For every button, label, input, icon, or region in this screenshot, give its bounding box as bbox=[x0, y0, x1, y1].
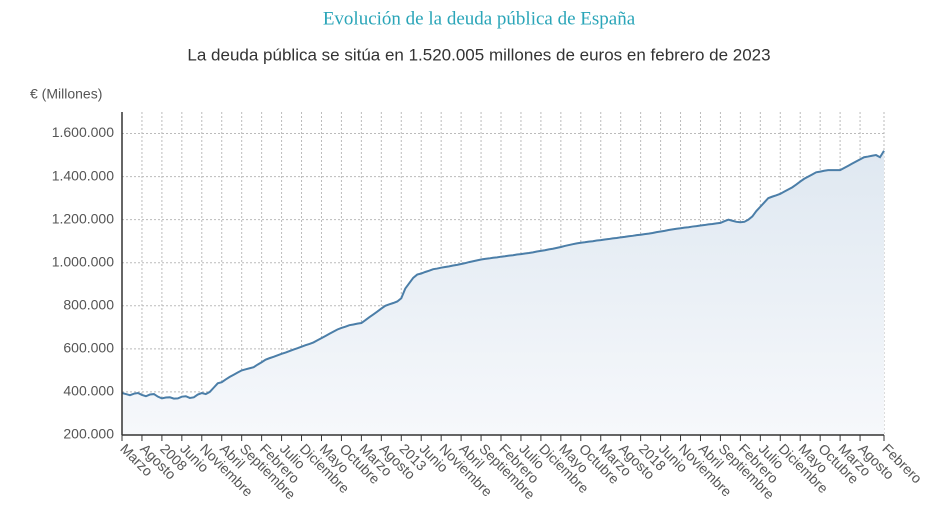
y-axis-label: € (Millones) bbox=[30, 86, 102, 102]
y-tick-label: 1.400.000 bbox=[52, 167, 114, 183]
y-tick-label: 1.000.000 bbox=[52, 253, 114, 269]
line bbox=[121, 150, 885, 400]
chart-title: Evolución de la deuda pública de España bbox=[323, 8, 636, 29]
y-tick-label: 600.000 bbox=[63, 340, 114, 356]
chart-subtitle: La deuda pública se sitúa en 1.520.005 m… bbox=[187, 45, 770, 64]
y-tick-label: 800.000 bbox=[63, 297, 114, 313]
y-tick-label: 1.200.000 bbox=[52, 210, 114, 226]
y-tick-label: 1.600.000 bbox=[52, 124, 114, 140]
y-tick-label: 200.000 bbox=[63, 426, 114, 442]
area-fill bbox=[122, 150, 884, 435]
y-tick-label: 400.000 bbox=[63, 383, 114, 399]
